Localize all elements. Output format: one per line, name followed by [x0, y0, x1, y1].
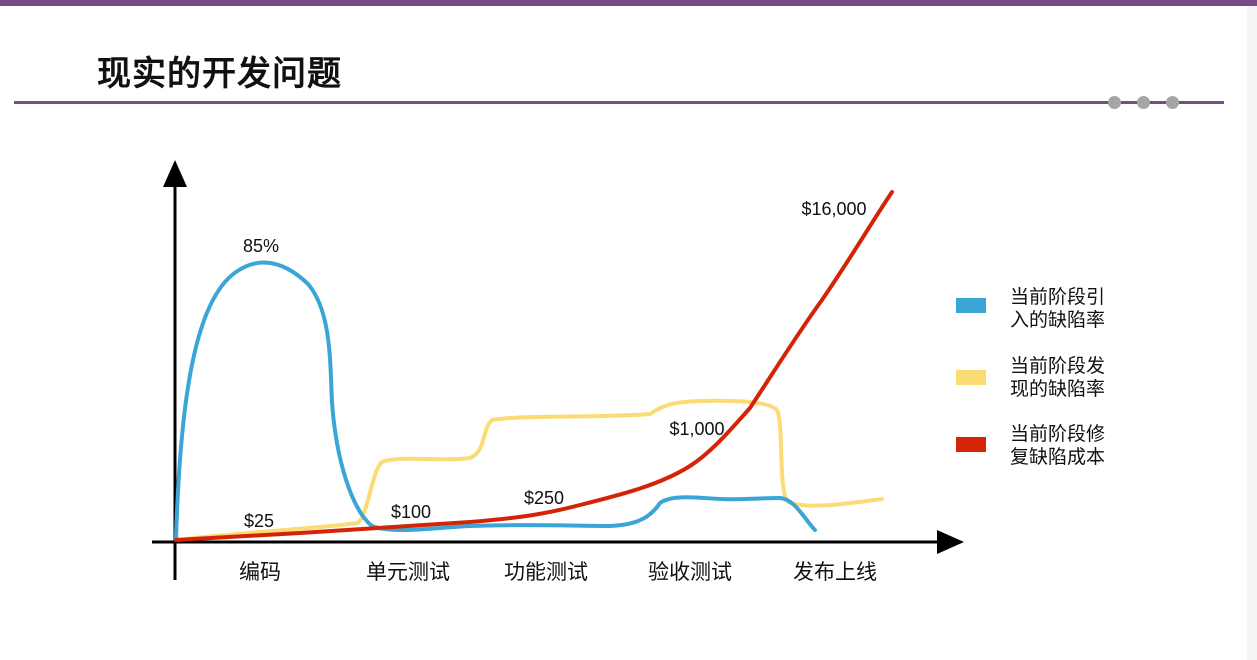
series-line-fix-cost: [174, 190, 894, 542]
peak-label-introduced: 85%: [243, 236, 279, 256]
cost-label-5: $16,000: [801, 199, 866, 219]
category-label-1: 编码: [239, 560, 281, 584]
legend-swatch-fix-cost: [956, 437, 986, 452]
legend-label-found-line2: 现的缺陷率: [1010, 378, 1105, 400]
cost-label-2: $100: [391, 502, 431, 522]
category-label-3: 功能测试: [504, 560, 588, 584]
cost-label-1: $25: [244, 511, 274, 531]
decorative-dot-2: [1137, 96, 1150, 109]
top-accent-bar: [0, 0, 1257, 6]
series-line-introduced-defect-rate: [174, 260, 817, 542]
category-label-2: 单元测试: [366, 560, 450, 584]
decorative-dot-1: [1108, 96, 1121, 109]
legend-label-fix-cost-line1: 当前阶段修: [1010, 423, 1105, 445]
legend-swatch-found: [956, 370, 986, 385]
legend-label-found-line1: 当前阶段发: [1010, 355, 1105, 377]
legend-label-fix-cost-line2: 复缺陷成本: [1010, 446, 1105, 468]
legend-swatch-introduced: [956, 298, 986, 313]
right-edge-shade: [1247, 6, 1257, 660]
legend-label-introduced-line2: 入的缺陷率: [1010, 309, 1105, 331]
category-label-5: 发布上线: [793, 560, 877, 584]
slide-title: 现实的开发问题: [97, 54, 342, 94]
cost-label-4: $1,000: [669, 419, 724, 439]
category-label-4: 验收测试: [648, 560, 732, 584]
decorative-dot-3: [1166, 96, 1179, 109]
title-underline: [14, 101, 1224, 104]
series-line-found-defect-rate: [174, 398, 884, 542]
legend-label-introduced-line1: 当前阶段引: [1010, 286, 1105, 308]
cost-label-3: $250: [524, 488, 564, 508]
legend: 当前阶段引 入的缺陷率 当前阶段发 现的缺陷率 当前阶段修 复缺陷成本: [956, 286, 1105, 468]
